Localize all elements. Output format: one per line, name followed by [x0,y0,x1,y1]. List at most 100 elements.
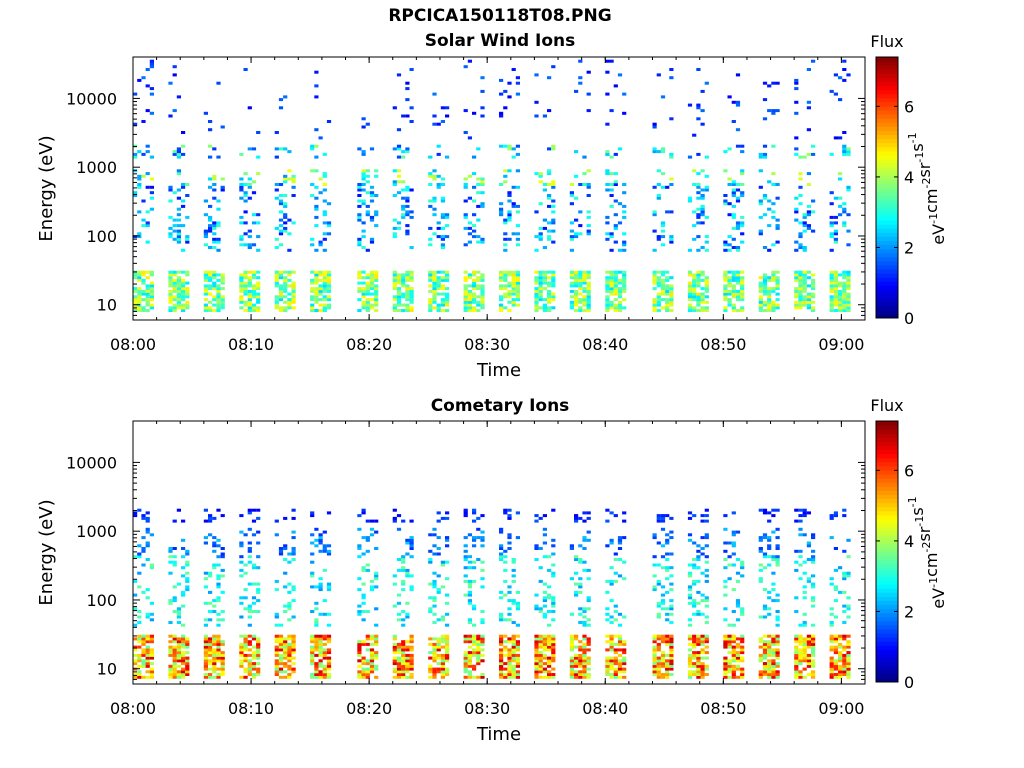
flux-cell [396,292,402,296]
colorbar-step [876,224,898,229]
flux-cell [538,276,543,280]
flux-cell [811,599,816,603]
flux-cell [605,659,610,663]
flux-cell [767,612,772,616]
flux-cell [274,664,279,668]
flux-cell [480,177,485,181]
flux-cell [176,188,181,192]
flux-cell [762,284,768,288]
flux-cell [515,92,520,96]
flux-cell [374,640,379,644]
flux-cell [846,574,851,578]
flux-cell [771,300,776,304]
flux-cell [551,563,556,567]
flux-cell [314,623,319,627]
flux-cell [605,59,610,63]
colorbar-step [876,449,898,455]
flux-cell [569,659,574,663]
flux-cell [291,287,296,291]
flux-cell [369,579,375,583]
flux-cell [176,508,181,512]
flux-cell [392,651,397,655]
colorbar-step [876,494,898,499]
flux-cell [322,634,327,638]
flux-cell [208,177,213,181]
flux-cell [665,270,670,274]
flux-cell [767,651,772,655]
flux-cell [239,295,244,299]
flux-cell [503,270,508,274]
flux-cell [665,667,670,671]
flux-cell [534,662,539,666]
flux-cell [727,555,732,559]
flux-cell [203,519,208,523]
flux-cell [287,232,292,236]
flux-cell [291,667,296,671]
flux-cell [392,287,397,291]
flux-cell [692,292,697,296]
flux-cell [731,215,736,219]
flux-cell [806,295,811,299]
flux-cell [181,306,186,310]
flux-cell [503,508,508,512]
flux-cell [586,530,591,534]
flux-cell [401,568,406,572]
flux-cell [735,226,741,230]
flux-cell [208,651,213,655]
flux-cell [534,593,539,597]
flux-cell [542,218,547,222]
flux-cell [203,284,208,288]
flux-cell [322,183,327,186]
flux-cell [798,303,803,307]
flux-cell [472,623,477,627]
flux-cell [141,549,146,553]
flux-cell [582,610,587,613]
flux-cell [149,306,154,310]
flux-cell [274,155,279,159]
flux-cell [511,287,516,291]
flux-cell [405,273,410,277]
flux-cell [723,642,728,646]
flux-cell [511,289,516,293]
flux-cell [586,281,591,285]
colorbar-step [876,134,898,140]
flux-cell [274,306,279,310]
flux-cell [669,574,674,578]
flux-cell [511,278,516,282]
flux-cell [609,642,614,646]
colorbar-step [876,457,898,463]
flux-cell [692,604,697,608]
flux-cell [467,566,472,570]
flux-cell [318,549,323,553]
flux-cell [141,659,146,663]
flux-cell [472,675,477,679]
flux-cell [243,634,248,638]
flux-cell [740,675,745,679]
flux-cell [842,284,847,288]
flux-cell [145,675,150,679]
flux-cell [405,538,410,542]
flux-cell [578,590,583,594]
flux-cell [287,642,292,646]
flux-cell [704,235,709,239]
flux-cell [467,618,472,622]
flux-cell [547,295,552,299]
flux-cell [507,284,512,288]
flux-cell [727,659,732,663]
flux-cell [181,651,186,655]
flux-cell [405,81,410,85]
flux-cell [511,640,516,644]
flux-cell [687,155,693,159]
flux-cell [472,287,477,291]
flux-cell [181,667,186,671]
flux-cell [145,651,150,655]
flux-cell [578,670,583,674]
flux-cell [318,284,323,288]
flux-cell [291,295,296,299]
flux-cell [247,623,252,627]
flux-cell [617,574,623,578]
flux-cell [767,199,772,203]
flux-cell [547,147,552,151]
flux-cell [365,549,370,553]
flux-cell [609,659,614,663]
